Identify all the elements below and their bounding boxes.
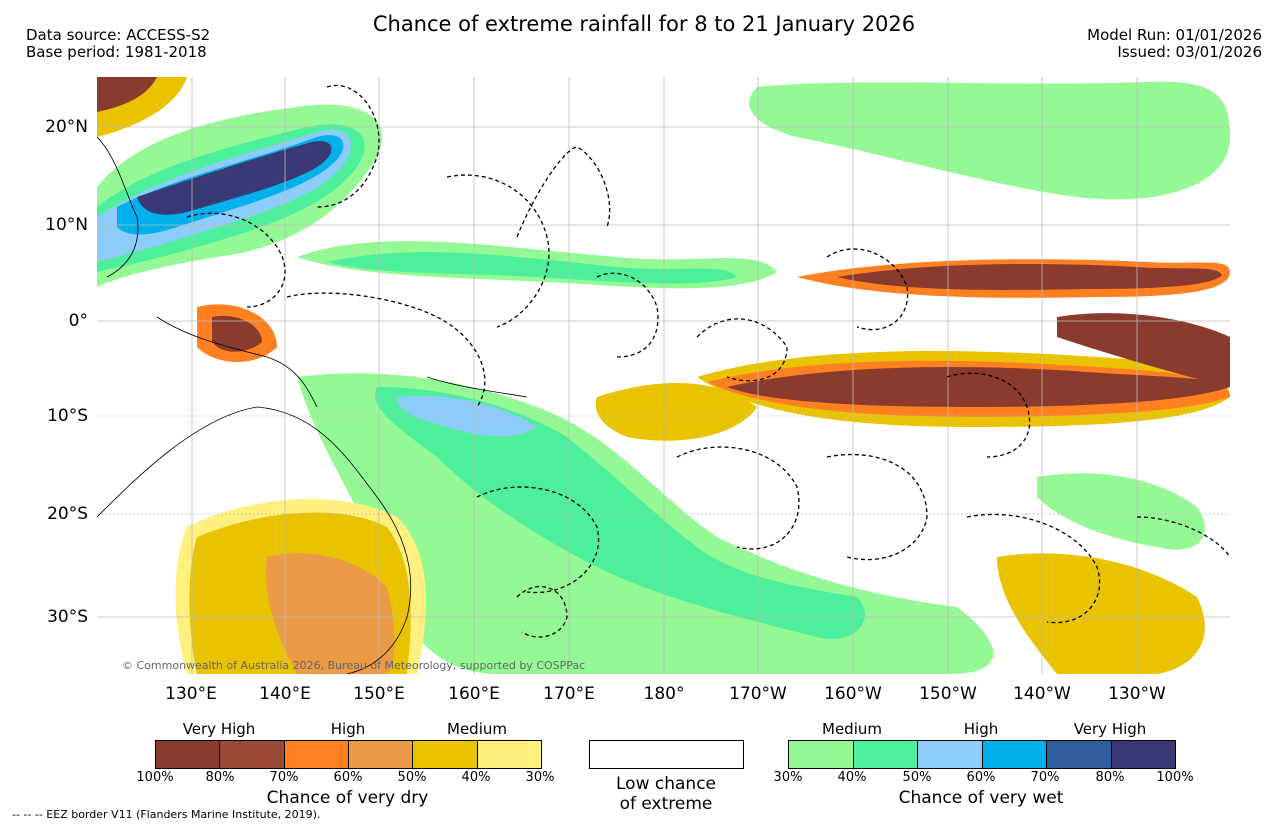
lon-label: 170°E	[543, 684, 595, 704]
lat-label: 30°S	[47, 607, 88, 627]
wet-tick: 70%	[1030, 770, 1060, 785]
dry-tick: 60%	[333, 770, 363, 785]
wet-colorbar	[788, 740, 1176, 769]
wet-tick: 30%	[773, 770, 803, 785]
graticule	[97, 77, 1230, 674]
dry-swatch	[476, 741, 541, 768]
dry-category-high: High	[330, 720, 366, 738]
dry-swatch	[283, 741, 348, 768]
wet-tick: 50%	[902, 770, 932, 785]
lon-label: 180°	[643, 684, 685, 704]
dry-tick: 30%	[525, 770, 555, 785]
wet-category-very-high: Very High	[1073, 720, 1147, 738]
wet-swatch	[789, 741, 853, 768]
wet-swatch	[917, 741, 982, 768]
lat-label: 0°	[68, 311, 88, 331]
lat-label: 10°S	[47, 406, 88, 426]
wet-anomaly-regions	[97, 81, 1230, 674]
lon-label: 140°W	[1013, 684, 1071, 704]
dry-tick: 100%	[136, 770, 174, 785]
low-chance-label: Low chance of extreme	[566, 774, 766, 814]
dry-swatch	[347, 741, 413, 768]
low-chance-swatch	[589, 740, 744, 769]
wet-tick: 40%	[837, 770, 867, 785]
eez-borders	[186, 84, 1230, 638]
dry-category-medium: Medium	[447, 720, 507, 738]
dry-tick: 70%	[269, 770, 299, 785]
coastlines	[97, 136, 528, 674]
issued-date: Issued: 03/01/2026	[1117, 43, 1262, 61]
dry-caption: Chance of very dry	[266, 788, 429, 808]
data-source-info: Data source: ACCESS-S2 Base period: 1981…	[26, 27, 210, 61]
dry-tick: 40%	[461, 770, 491, 785]
lon-label: 150°E	[353, 684, 405, 704]
lat-label: 10°N	[45, 215, 88, 235]
lon-label: 170°W	[729, 684, 787, 704]
dry-colorbar	[155, 740, 542, 769]
base-period: Base period: 1981-2018	[26, 43, 207, 61]
low-chance-line2: of extreme	[619, 794, 713, 814]
wet-tick: 60%	[966, 770, 996, 785]
lat-label: 20°N	[45, 117, 88, 137]
wet-category-high: High	[963, 720, 999, 738]
wet-swatch	[981, 741, 1046, 768]
low-chance-line1: Low chance	[616, 774, 716, 794]
dry-swatch	[219, 741, 284, 768]
wet-swatch	[1046, 741, 1111, 768]
model-run: Model Run: 01/01/2026	[1087, 26, 1262, 44]
wet-caption: Chance of very wet	[898, 788, 1064, 808]
dry-tick: 80%	[205, 770, 235, 785]
wet-tick: 100%	[1156, 770, 1194, 785]
dry-category-very-high: Very High	[182, 720, 256, 738]
lon-label: 130°W	[1108, 684, 1166, 704]
dry-swatch	[412, 741, 477, 768]
lat-label: 20°S	[47, 504, 88, 524]
lon-label: 150°W	[919, 684, 977, 704]
eez-footnote: -- -- -- EEZ border V11 (Flanders Marine…	[12, 808, 321, 821]
wet-swatch	[852, 741, 917, 768]
lon-label: 140°E	[259, 684, 311, 704]
wet-swatch	[1110, 741, 1175, 768]
lon-label: 130°E	[165, 684, 217, 704]
model-info: Model Run: 01/01/2026 Issued: 03/01/2026	[1087, 27, 1262, 61]
dry-tick: 50%	[397, 770, 427, 785]
data-source: Data source: ACCESS-S2	[26, 26, 211, 44]
wet-category-medium: Medium	[822, 720, 882, 738]
chart-title: Chance of extreme rainfall for 8 to 21 J…	[372, 12, 916, 36]
lon-label: 160°W	[824, 684, 882, 704]
dry-swatch	[156, 741, 220, 768]
lon-label: 160°E	[448, 684, 500, 704]
map-copyright: © Commonwealth of Australia 2026, Bureau…	[122, 659, 585, 672]
rainfall-map: © Commonwealth of Australia 2026, Bureau…	[97, 77, 1230, 674]
wet-tick: 80%	[1095, 770, 1125, 785]
